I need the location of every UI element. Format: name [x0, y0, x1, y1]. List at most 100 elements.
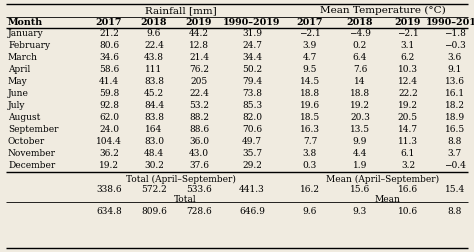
Text: 83.8: 83.8: [144, 113, 164, 122]
Text: 3.9: 3.9: [303, 42, 317, 50]
Text: 572.2: 572.2: [141, 185, 167, 195]
Text: 2017: 2017: [297, 18, 323, 27]
Text: 44.2: 44.2: [189, 29, 209, 39]
Text: 83.8: 83.8: [144, 78, 164, 86]
Text: 36.0: 36.0: [189, 138, 209, 146]
Text: December: December: [8, 162, 55, 171]
Text: 533.6: 533.6: [186, 185, 212, 195]
Text: 9.1: 9.1: [448, 66, 462, 75]
Text: 59.8: 59.8: [99, 89, 119, 99]
Text: 8.8: 8.8: [448, 138, 462, 146]
Text: 111: 111: [146, 66, 163, 75]
Text: 19.6: 19.6: [300, 102, 320, 110]
Text: 16.3: 16.3: [300, 125, 320, 135]
Text: 9.3: 9.3: [353, 207, 367, 216]
Text: August: August: [8, 113, 40, 122]
Text: 34.4: 34.4: [242, 53, 262, 62]
Text: 20.5: 20.5: [398, 113, 418, 122]
Text: 84.4: 84.4: [144, 102, 164, 110]
Text: February: February: [8, 42, 50, 50]
Text: 18.8: 18.8: [300, 89, 320, 99]
Text: 18.5: 18.5: [300, 113, 320, 122]
Text: 104.4: 104.4: [96, 138, 122, 146]
Text: 16.1: 16.1: [445, 89, 465, 99]
Text: 20.3: 20.3: [350, 113, 370, 122]
Text: 50.2: 50.2: [242, 66, 262, 75]
Text: March: March: [8, 53, 38, 62]
Text: Total: Total: [174, 195, 197, 204]
Text: 3.8: 3.8: [303, 149, 317, 159]
Text: 14.5: 14.5: [300, 78, 320, 86]
Text: 21.2: 21.2: [99, 29, 119, 39]
Text: 73.8: 73.8: [242, 89, 262, 99]
Text: −4.9: −4.9: [349, 29, 371, 39]
Text: 1990–2019: 1990–2019: [223, 18, 281, 27]
Text: 16.6: 16.6: [398, 185, 418, 195]
Text: 8.8: 8.8: [448, 207, 462, 216]
Text: 6.2: 6.2: [401, 53, 415, 62]
Text: 85.3: 85.3: [242, 102, 262, 110]
Text: 6.4: 6.4: [353, 53, 367, 62]
Text: 10.3: 10.3: [398, 66, 418, 75]
Text: 18.9: 18.9: [445, 113, 465, 122]
Text: 2019: 2019: [186, 18, 212, 27]
Text: 14: 14: [354, 78, 366, 86]
Text: 3.1: 3.1: [401, 42, 415, 50]
Text: 22.4: 22.4: [189, 89, 209, 99]
Text: 338.6: 338.6: [96, 185, 122, 195]
Text: 16.2: 16.2: [300, 185, 320, 195]
Text: 7.7: 7.7: [303, 138, 317, 146]
Text: 24.0: 24.0: [99, 125, 119, 135]
Text: 6.1: 6.1: [401, 149, 415, 159]
Text: 37.6: 37.6: [189, 162, 209, 171]
Text: 2017: 2017: [96, 18, 122, 27]
Text: 7.6: 7.6: [353, 66, 367, 75]
Text: 2018: 2018: [141, 18, 167, 27]
Text: Total (April–September): Total (April–September): [126, 174, 236, 183]
Text: 1.9: 1.9: [353, 162, 367, 171]
Text: November: November: [8, 149, 56, 159]
Text: 11.3: 11.3: [398, 138, 418, 146]
Text: 88.6: 88.6: [189, 125, 209, 135]
Text: 4.7: 4.7: [303, 53, 317, 62]
Text: −0.4: −0.4: [444, 162, 466, 171]
Text: 49.7: 49.7: [242, 138, 262, 146]
Text: 12.8: 12.8: [189, 42, 209, 50]
Text: Mean Temperature (°C): Mean Temperature (°C): [319, 6, 446, 15]
Text: 62.0: 62.0: [99, 113, 119, 122]
Text: 22.2: 22.2: [398, 89, 418, 99]
Text: 16.5: 16.5: [445, 125, 465, 135]
Text: Rainfall [mm]: Rainfall [mm]: [145, 6, 216, 15]
Text: September: September: [8, 125, 58, 135]
Text: 4.4: 4.4: [353, 149, 367, 159]
Text: 164: 164: [146, 125, 163, 135]
Text: 35.7: 35.7: [242, 149, 262, 159]
Text: 80.6: 80.6: [99, 42, 119, 50]
Text: 22.4: 22.4: [144, 42, 164, 50]
Text: 18.8: 18.8: [350, 89, 370, 99]
Text: −2.1: −2.1: [299, 29, 321, 39]
Text: 19.2: 19.2: [99, 162, 119, 171]
Text: −2.1: −2.1: [397, 29, 419, 39]
Text: 58.6: 58.6: [99, 66, 119, 75]
Text: April: April: [8, 66, 30, 75]
Text: 0.3: 0.3: [303, 162, 317, 171]
Text: 45.2: 45.2: [144, 89, 164, 99]
Text: 0.2: 0.2: [353, 42, 367, 50]
Text: 10.6: 10.6: [398, 207, 418, 216]
Text: 19.2: 19.2: [350, 102, 370, 110]
Text: July: July: [8, 102, 26, 110]
Text: 48.4: 48.4: [144, 149, 164, 159]
Text: 88.2: 88.2: [189, 113, 209, 122]
Text: 9.9: 9.9: [353, 138, 367, 146]
Text: 70.6: 70.6: [242, 125, 262, 135]
Text: 441.3: 441.3: [239, 185, 265, 195]
Text: 30.2: 30.2: [144, 162, 164, 171]
Text: 82.0: 82.0: [242, 113, 262, 122]
Text: 634.8: 634.8: [96, 207, 122, 216]
Text: Mean (April–September): Mean (April–September): [326, 174, 439, 183]
Text: 3.6: 3.6: [448, 53, 462, 62]
Text: 24.7: 24.7: [242, 42, 262, 50]
Text: 205: 205: [191, 78, 208, 86]
Text: 31.9: 31.9: [242, 29, 262, 39]
